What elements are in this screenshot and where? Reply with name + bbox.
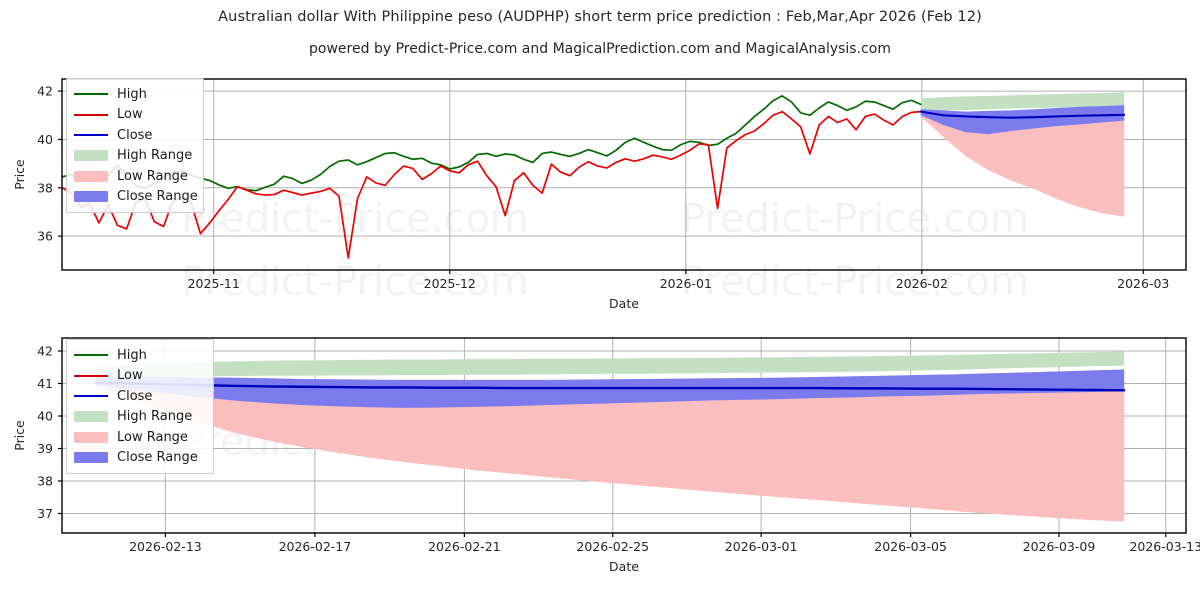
x-tick-label: 2026-03-05 <box>874 539 947 554</box>
top-chart-svg: Predict-Price.com Predict-Price.com Predic… <box>12 78 1187 311</box>
y-tick-label: 42 <box>37 84 53 99</box>
legend-label: High Range <box>117 409 193 425</box>
legend-label: High Range <box>117 148 193 164</box>
x-tick-label: 2026-02-21 <box>428 539 501 554</box>
x-tick-label: 2026-02-17 <box>279 539 352 554</box>
close-series-line <box>94 381 1126 392</box>
plot-frame <box>61 337 1187 534</box>
top-legend-item-low: Low <box>74 105 194 126</box>
x-tick-label: 2026-03 <box>1117 276 1169 291</box>
y-tick-label: 42 <box>37 344 53 359</box>
legend-patch-swatch-icon <box>74 431 108 443</box>
legend-label: Close Range <box>117 450 198 466</box>
y-tick-label: 36 <box>37 229 53 244</box>
legend-line-swatch-icon <box>74 134 108 137</box>
y-axis-title: Price <box>12 159 27 190</box>
low-range-band <box>95 383 1125 522</box>
low-range-band <box>920 114 1125 217</box>
y-tick-label: 40 <box>37 409 53 424</box>
legend-label: Low <box>117 107 143 123</box>
x-tick-label: 2026-02 <box>896 276 948 291</box>
legend-line-swatch-icon <box>74 93 108 96</box>
top-legend-item-high-range: High Range <box>74 146 194 167</box>
legend-label: Low <box>117 368 143 384</box>
x-tick-label: 2026-03-09 <box>1023 539 1096 554</box>
y-tick-label: 39 <box>37 441 53 456</box>
y-tick-label: 41 <box>37 376 53 391</box>
top-chart-panel: Predict-Price.com Predict-Price.com Predic… <box>0 60 1200 320</box>
watermark-text: Predict-Price.com <box>681 259 1029 305</box>
x-tick-label: 2025-11 <box>188 276 240 291</box>
bottom-legend-item-high: High <box>74 345 204 366</box>
legend-patch-swatch-icon <box>74 150 108 162</box>
high-range-band <box>920 92 1125 112</box>
legend-label: Close <box>117 388 153 404</box>
top-legend-item-close-range: Close Range <box>74 187 198 208</box>
x-tick-label: 2026-03-01 <box>725 539 798 554</box>
legend-label: High <box>117 86 147 102</box>
plot-frame <box>61 78 1187 271</box>
bottom-legend-item-close-range: Close Range <box>74 448 204 469</box>
y-tick-label: 38 <box>37 474 53 489</box>
watermark-text: Predict-Price.com <box>181 259 529 305</box>
legend-patch-swatch-icon <box>74 191 108 203</box>
x-tick-label: 2026-01 <box>660 276 712 291</box>
y-tick-label: 37 <box>37 506 53 521</box>
x-tick-label: 2026-03-13 <box>1129 539 1200 554</box>
legend-line-swatch-icon <box>74 354 108 357</box>
bottom-legend-item-close: Close <box>74 386 204 407</box>
legend-label: Close Range <box>117 189 198 205</box>
x-axis-title: Date <box>609 296 639 311</box>
x-tick-label: 2026-02-25 <box>576 539 649 554</box>
legend-label: Low Range <box>117 168 188 184</box>
close-series-line <box>919 110 1126 119</box>
top-legend-item-high: High <box>74 84 194 105</box>
legend-label: High <box>117 347 147 363</box>
legend-line-swatch-icon <box>74 395 108 398</box>
page-subtitle: powered by Predict-Price.com and Magical… <box>309 41 891 57</box>
top-legend-item-low-range: Low Range <box>74 166 194 187</box>
legend-line-swatch-icon <box>74 113 108 116</box>
legend-patch-swatch-icon <box>74 170 108 182</box>
y-axis-title: Price <box>12 420 27 451</box>
bottom-legend-item-high-range: High Range <box>74 407 204 428</box>
title-block: Australian dollar With Philippine peso (… <box>0 0 1200 57</box>
high-range-band <box>95 351 1125 379</box>
y-tick-label: 38 <box>37 180 53 195</box>
x-tick-label: 2026-02-13 <box>129 539 202 554</box>
page-title: Australian dollar With Philippine peso (… <box>218 9 982 25</box>
watermark-text: Predict-Price.com <box>681 196 1029 242</box>
close-range-band <box>920 105 1125 135</box>
x-axis-title: Date <box>609 559 639 574</box>
high-series-line <box>61 95 922 192</box>
bottom-legend-item-low-range: Low Range <box>74 427 204 448</box>
bottom-chart-svg: Predict-Price.comPredict-Price.com373839… <box>12 337 1200 574</box>
legend-label: Low Range <box>117 429 188 445</box>
bottom-chart-legend: High Low Close High Range Low Range Close Ran… <box>66 339 214 474</box>
top-chart-legend: High Low Close High Range Low Range Close Ran… <box>66 78 204 213</box>
top-legend-item-close: Close <box>74 125 194 146</box>
legend-line-swatch-icon <box>74 374 108 377</box>
legend-patch-swatch-icon <box>74 411 108 423</box>
bottom-chart-panel: Predict-Price.comPredict-Price.com373839… <box>0 325 1200 600</box>
low-series-line <box>61 110 922 259</box>
legend-label: Close <box>117 127 153 143</box>
bottom-legend-item-low: Low <box>74 366 204 387</box>
y-tick-label: 40 <box>37 132 53 147</box>
x-tick-label: 2025-12 <box>424 276 476 291</box>
legend-patch-swatch-icon <box>74 452 108 464</box>
